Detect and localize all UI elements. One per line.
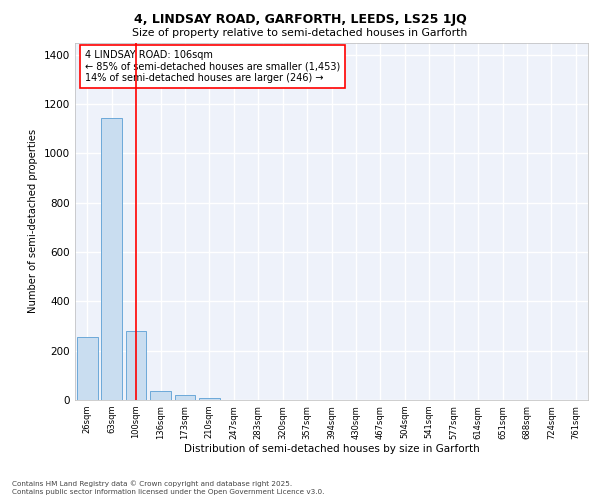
X-axis label: Distribution of semi-detached houses by size in Garforth: Distribution of semi-detached houses by … — [184, 444, 479, 454]
Text: 4, LINDSAY ROAD, GARFORTH, LEEDS, LS25 1JQ: 4, LINDSAY ROAD, GARFORTH, LEEDS, LS25 1… — [134, 12, 466, 26]
Bar — [101, 118, 122, 400]
Bar — [150, 392, 171, 400]
Bar — [175, 395, 196, 400]
Y-axis label: Number of semi-detached properties: Number of semi-detached properties — [28, 129, 38, 314]
Bar — [199, 398, 220, 400]
Bar — [125, 331, 146, 400]
Text: Contains HM Land Registry data © Crown copyright and database right 2025.: Contains HM Land Registry data © Crown c… — [12, 480, 292, 486]
Text: Size of property relative to semi-detached houses in Garforth: Size of property relative to semi-detach… — [133, 28, 467, 38]
Text: 4 LINDSAY ROAD: 106sqm
← 85% of semi-detached houses are smaller (1,453)
14% of : 4 LINDSAY ROAD: 106sqm ← 85% of semi-det… — [85, 50, 341, 83]
Bar — [77, 337, 98, 400]
Text: Contains public sector information licensed under the Open Government Licence v3: Contains public sector information licen… — [12, 489, 325, 495]
